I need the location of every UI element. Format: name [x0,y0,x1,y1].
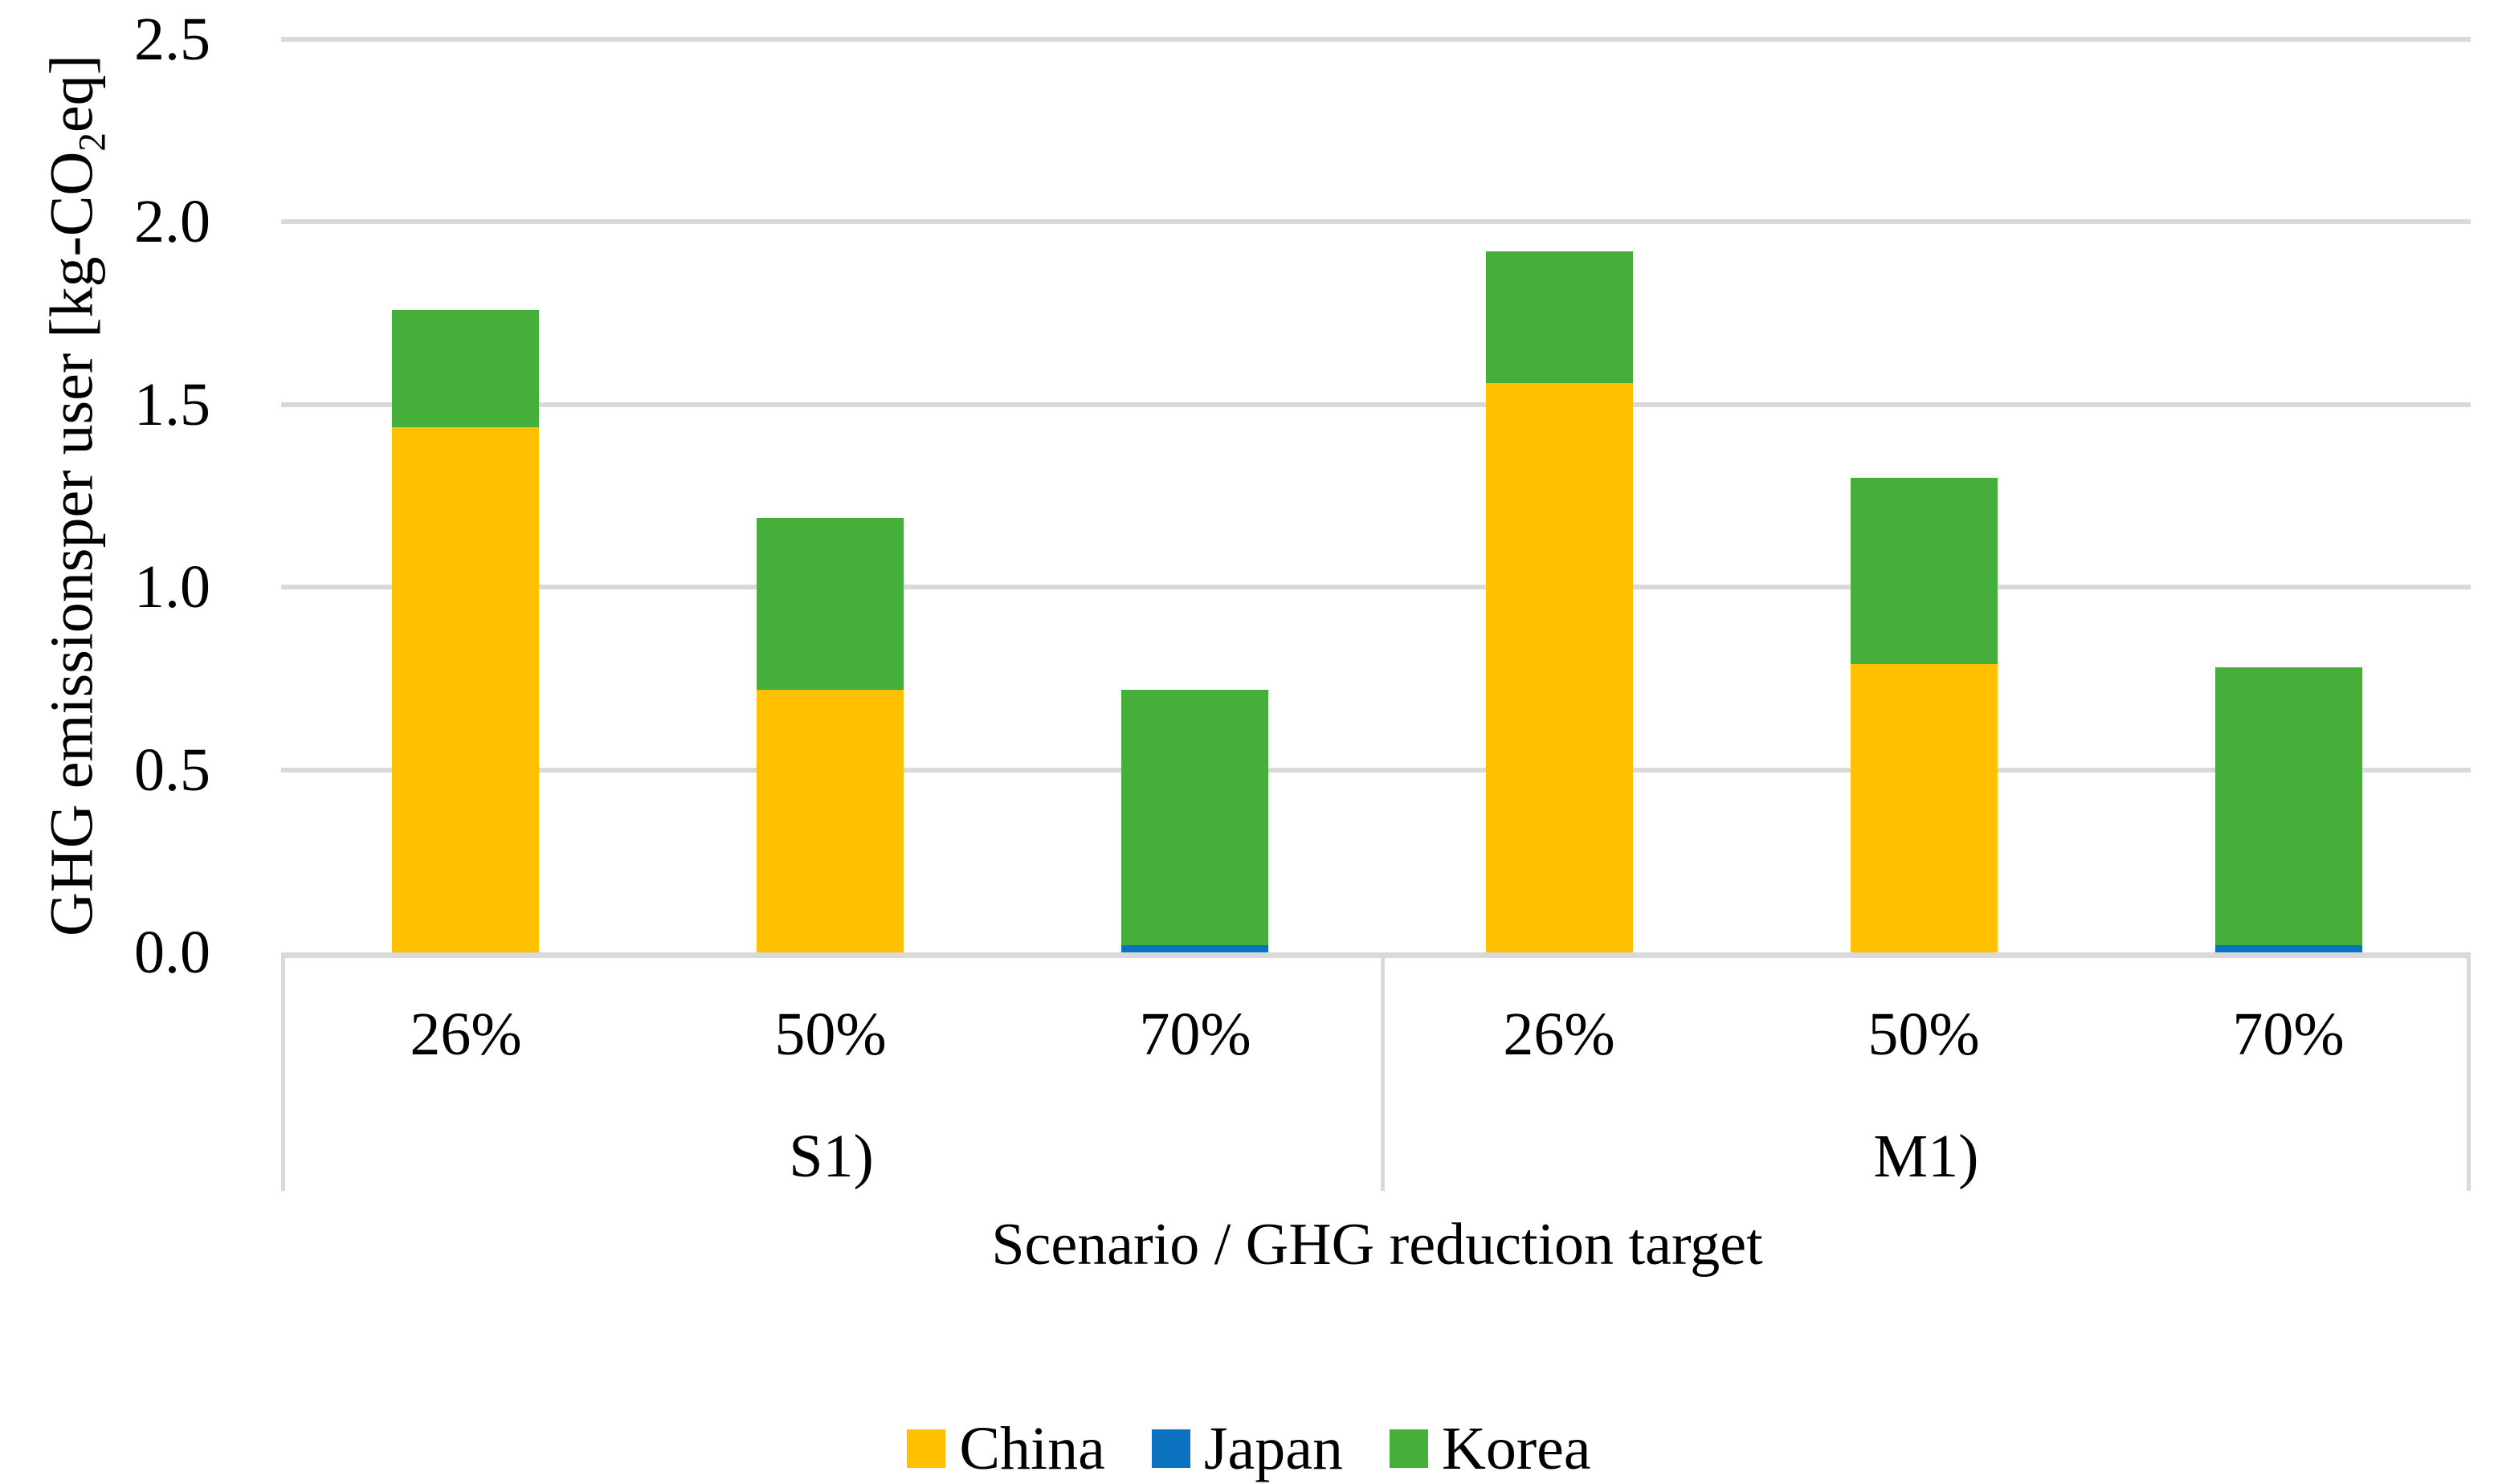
legend-label: Japan [1203,1415,1343,1482]
category-box-left-border [281,958,285,1191]
category-group-divider [1381,958,1385,1191]
legend-marker-china [907,1429,946,1468]
y-axis-tick-label: 2.0 [134,188,210,255]
x-axis-tick-label: 50% [1867,1001,1980,1068]
bar-segment-korea [2215,667,2362,945]
gridline-1.5 [281,402,2471,407]
group-label-m1: M1) [1873,1123,1979,1190]
y-axis-tick-label: 0.0 [134,919,210,986]
bar-segment-korea [1486,251,1633,383]
y-axis-title-subscript: 2 [71,132,114,152]
y-axis-tick-label: 1.5 [134,371,210,438]
y-axis-title: GHG emissionsper user [kg-CO2eq] [38,55,114,936]
x-axis-title: Scenario / GHG reduction target [991,1212,1763,1278]
bar-segment-korea [1121,690,1268,945]
x-axis-tick-label: 26% [410,1001,522,1068]
legend-item-japan: Japan [1151,1415,1343,1482]
bar-segment-china [757,690,904,952]
bar-segment-china [392,426,539,952]
x-axis-tick-label: 50% [774,1001,887,1068]
y-axis-title-text: GHG emissionsper user [kg-CO [38,151,106,936]
category-box-right-border [2467,958,2471,1191]
bar-segment-china [1486,383,1633,952]
legend-marker-korea [1389,1429,1428,1468]
gridline-2.0 [281,219,2471,224]
gridline-2.5 [281,37,2471,42]
legend-item-korea: Korea [1389,1415,1591,1482]
bar-segment-china [1851,664,1998,952]
x-axis-tick-label: 70% [2232,1001,2345,1068]
bar-segment-korea [1851,478,1998,664]
legend-item-china: China [907,1415,1105,1482]
x-axis-line [281,952,2471,958]
x-axis-tick-label: 70% [1139,1001,1251,1068]
bar-segment-korea [757,518,904,690]
x-axis-tick-label: 26% [1503,1001,1615,1068]
legend-marker-japan [1151,1429,1190,1468]
legend-label: Korea [1441,1415,1591,1482]
group-label-s1: S1) [789,1123,874,1190]
gridline-0.5 [281,768,2471,773]
gridline-1.0 [281,585,2471,589]
bar-segment-korea [392,310,539,427]
y-axis-tick-label: 0.5 [134,736,210,804]
legend-label: China [959,1415,1105,1482]
bar-segment-japan [2215,945,2362,952]
y-axis-tick-label: 2.5 [134,6,210,73]
bar-segment-japan [1121,945,1268,952]
y-axis-tick-label: 1.0 [134,553,210,621]
legend: China Japan Korea [0,1415,2498,1482]
